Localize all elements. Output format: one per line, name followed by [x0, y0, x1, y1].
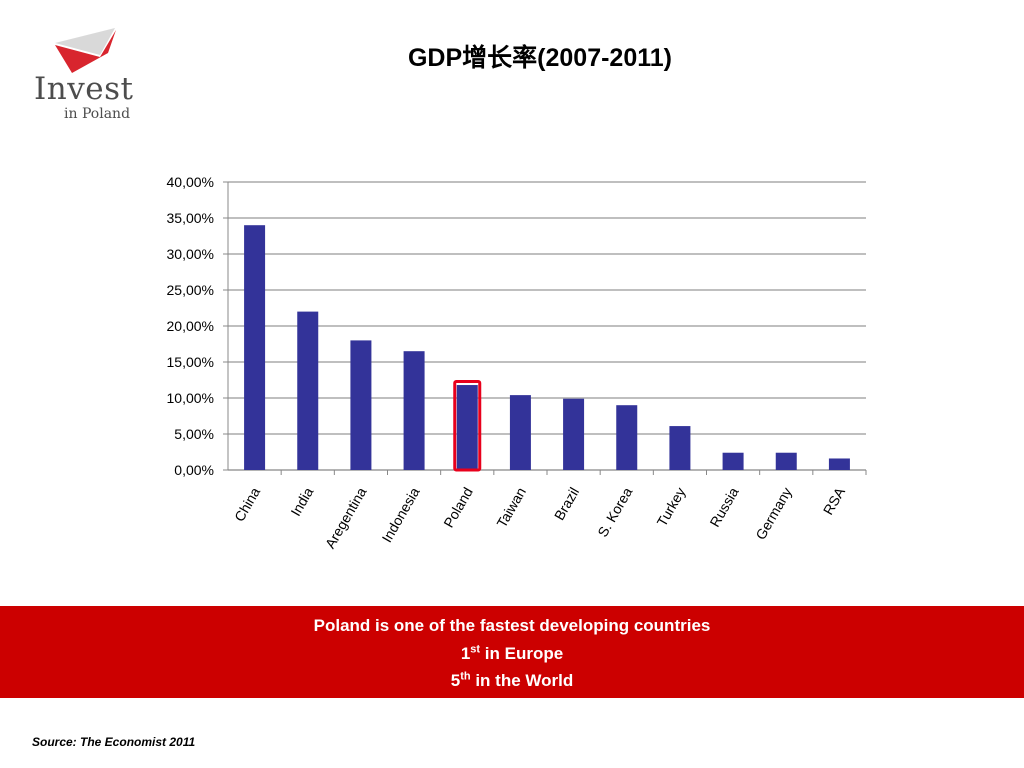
bar-s-korea	[616, 405, 638, 470]
x-tick-labels: China India Aregentina Indonesia Poland Taiwa…	[231, 484, 848, 551]
logo-red-wing	[55, 30, 116, 73]
logo-word: Invest	[34, 71, 134, 107]
bar-turkey	[669, 426, 691, 470]
x-tick-label: Poland	[440, 485, 476, 531]
bar-poland	[456, 385, 478, 470]
banner-rank-world-suffix: th	[460, 670, 471, 683]
x-tick-label: Russia	[706, 484, 741, 529]
banner-world-text: in the World	[470, 671, 574, 690]
x-tick-label: RSA	[820, 484, 849, 518]
bar-indonesia	[403, 351, 425, 470]
banner-line-2: 1st in Europe	[0, 644, 1024, 664]
x-tick-label: Aregentina	[322, 484, 370, 551]
bar-china	[244, 225, 266, 470]
x-tick-label: Indonesia	[378, 484, 422, 545]
banner-line-3: 5th in the World	[0, 671, 1024, 691]
invest-in-poland-logo-mark	[55, 28, 116, 73]
highlight-box	[453, 380, 482, 472]
y-tick-label: 5,00%	[174, 426, 214, 442]
x-tick-label: Brazil	[551, 485, 582, 523]
banner-rank-world: 5	[450, 671, 461, 690]
bar-taiwan	[509, 395, 531, 470]
bar-rsa	[828, 458, 850, 470]
source-note: Source: The Economist 2011	[32, 735, 196, 749]
y-tick-label: 40,00%	[167, 174, 214, 190]
bar-layer	[244, 225, 850, 472]
bar-aregentina	[350, 340, 372, 470]
x-tick-label: Taiwan	[493, 485, 529, 531]
x-tick-label: S. Korea	[594, 484, 635, 539]
x-tick-label: Turkey	[654, 485, 689, 530]
y-tick-label: 30,00%	[167, 246, 214, 262]
banner-europe-text: in Europe	[480, 644, 564, 663]
y-tick-label: 0,00%	[174, 462, 214, 478]
gdp-growth-bar-chart: 0,00% 5,00% 10,00% 15,00% 20,00% 25,00% 30,00%…	[167, 174, 867, 551]
logo-subtitle: in Poland	[64, 106, 131, 122]
y-tick-label: 15,00%	[167, 354, 214, 370]
x-tick-label: China	[231, 484, 263, 524]
banner-rank-europe-suffix: st	[470, 643, 481, 656]
y-tick-label: 10,00%	[167, 390, 214, 406]
bar-russia	[722, 452, 744, 470]
x-tick-label: Germany	[752, 485, 795, 543]
bar-brazil	[563, 398, 585, 470]
x-tick-label: India	[287, 484, 316, 518]
bar-india	[297, 311, 319, 470]
grid-layer	[223, 181, 867, 475]
logo-gray-wing	[55, 28, 115, 55]
summary-banner: Poland is one of the fastest developing …	[0, 606, 1024, 698]
y-tick-label: 35,00%	[167, 210, 214, 226]
bar-germany	[775, 452, 797, 470]
banner-rank-europe: 1	[460, 644, 471, 663]
y-tick-label: 25,00%	[167, 282, 214, 298]
banner-line-1: Poland is one of the fastest developing …	[313, 616, 711, 635]
page-title: GDP增长率(2007-2011)	[407, 44, 672, 72]
y-tick-label: 20,00%	[167, 318, 214, 334]
y-tick-labels: 0,00% 5,00% 10,00% 15,00% 20,00% 25,00% 30,00%…	[167, 174, 214, 478]
